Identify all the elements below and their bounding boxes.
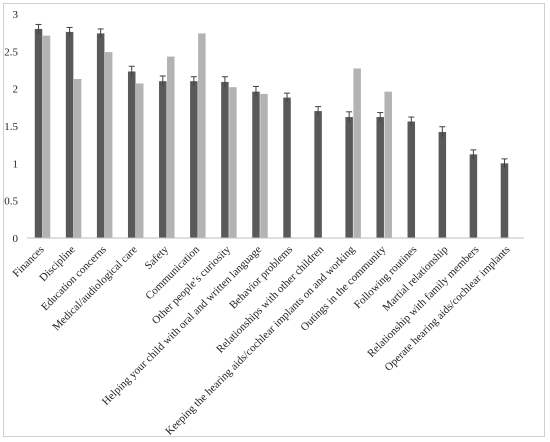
chart-frame: 0 0.5 1 1.5 2 2.5 3 Finances Discipline Educatio… — [3, 3, 545, 438]
y-tick-label: 0.5 — [4, 196, 18, 208]
y-tick-label: 2 — [13, 84, 19, 96]
bar-series-1 — [221, 81, 229, 239]
bar-series-1 — [65, 31, 74, 239]
bar-series-2 — [135, 83, 144, 238]
bar-series-1 — [159, 81, 167, 238]
bar-series-1 — [469, 154, 478, 238]
bars-layer — [34, 28, 509, 239]
bar-series-1 — [96, 33, 105, 239]
bar-series-1 — [500, 163, 509, 238]
bar-series-1 — [376, 117, 384, 238]
bar-series-2 — [260, 93, 268, 238]
bar-series-1 — [190, 81, 198, 238]
bar-series-1 — [127, 71, 136, 238]
bar-series-2 — [353, 68, 361, 238]
y-tick-label: 0 — [13, 233, 19, 245]
y-tick-label: 2.5 — [4, 46, 18, 58]
bar-series-2 — [42, 35, 51, 238]
y-axis: 0 0.5 1 1.5 2 2.5 3 — [4, 9, 18, 245]
bar-series-2 — [167, 56, 175, 239]
bar-series-2 — [198, 33, 206, 239]
bar-series-2 — [229, 87, 237, 238]
bar-series-1 — [252, 91, 260, 238]
bar-series-2 — [384, 91, 392, 238]
error-bars-layer — [35, 23, 508, 168]
bar-series-2 — [73, 78, 82, 239]
bar-series-1 — [407, 121, 416, 238]
bar-series-1 — [345, 117, 353, 238]
bar-series-1 — [438, 131, 447, 238]
bar-chart: 0 0.5 1 1.5 2 2.5 3 FinancesDisciplineEducatio… — [4, 9, 524, 438]
category-label: Communication — [143, 243, 202, 302]
category-label: Safety — [143, 243, 172, 272]
bar-series-1 — [283, 97, 291, 238]
bar-series-1 — [34, 28, 43, 238]
y-tick-label: 1 — [13, 158, 19, 170]
bar-series-1 — [314, 111, 322, 238]
bar-series-2 — [104, 52, 113, 238]
y-tick-label: 1.5 — [4, 121, 18, 133]
y-tick-label: 3 — [13, 9, 19, 21]
